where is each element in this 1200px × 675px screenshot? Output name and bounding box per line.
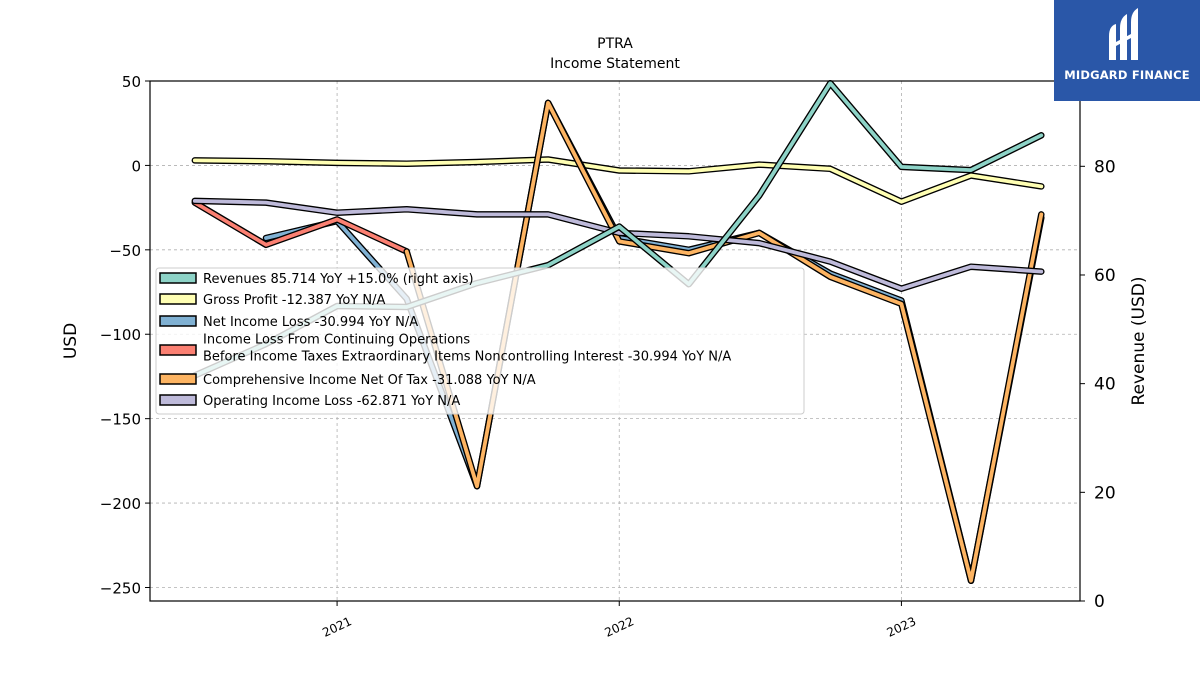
y-axis-label: USD (61, 323, 81, 359)
chart-title: PTRA (597, 36, 633, 52)
y-tick-label: −250 (100, 579, 141, 597)
legend-swatch (159, 373, 197, 385)
legend-swatch (159, 272, 197, 284)
x-tick-label: 2022 (602, 614, 636, 640)
y-tick-label: −150 (100, 411, 141, 429)
legend-label: Net Income Loss -30.994 YoY N/A (203, 315, 418, 330)
y-right-tick-label: 60 (1094, 266, 1116, 286)
right-axis: 0 20 40 60 80 (1080, 157, 1116, 612)
legend-swatch (159, 293, 197, 305)
x-tick-label: 2021 (320, 614, 354, 640)
series-line (192, 157, 1044, 204)
left-axis: 50 0 −50 −100 −150 −200 −250 (100, 73, 150, 597)
legend-box (155, 267, 805, 415)
y-tick-label: 0 (131, 157, 141, 175)
legend-swatch (159, 315, 197, 327)
y-right-tick-label: 20 (1094, 483, 1116, 503)
midgard-finance-logo: MIDGARD FINANCE (1054, 0, 1200, 101)
chart-subtitle: Income Statement (550, 56, 680, 72)
y-right-tick-label: 80 (1094, 157, 1116, 177)
legend-label: Gross Profit -12.387 YoY N/A (203, 293, 385, 308)
plot-frame (149, 80, 1081, 602)
series-line (192, 198, 1044, 291)
legend-label: Revenues 85.714 YoY +15.0% (right axis) (203, 272, 474, 287)
series-line (192, 200, 409, 254)
legend-label: Income Loss From Continuing Operations (203, 333, 470, 348)
legend: Revenues 85.714 YoY +15.0% (right axis) G… (155, 267, 805, 415)
y-tick-label: −50 (109, 242, 141, 260)
legend-swatch (159, 344, 197, 356)
x-axis: 2021 2022 2023 (320, 601, 918, 640)
y-tick-label: −100 (100, 326, 141, 344)
y-axis-label-right: Revenue (USD) (1129, 276, 1149, 405)
logo-mark-icon (1109, 8, 1138, 60)
legend-swatch (159, 394, 197, 406)
y-tick-label: 50 (122, 73, 141, 91)
y-tick-label: −200 (100, 495, 141, 513)
x-tick-label: 2023 (885, 614, 919, 640)
y-right-tick-label: 0 (1094, 592, 1105, 612)
legend-label: Operating Income Loss -62.871 YoY N/A (203, 394, 460, 409)
logo-text: MIDGARD FINANCE (1064, 68, 1190, 82)
y-right-tick-label: 40 (1094, 375, 1116, 395)
legend-label: Before Income Taxes Extraordinary Items … (203, 350, 731, 365)
legend-label: Comprehensive Income Net Of Tax -31.088 … (203, 373, 536, 388)
